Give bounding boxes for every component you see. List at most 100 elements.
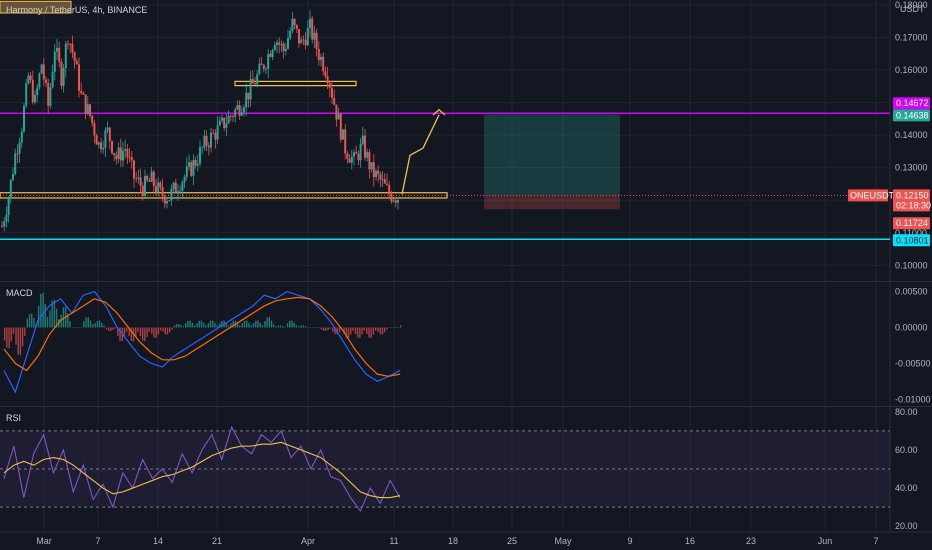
candle-body	[29, 75, 32, 80]
price-tick-label: 0.14000	[895, 130, 928, 140]
candle-body	[315, 32, 318, 49]
candle-body	[80, 90, 83, 93]
candle-body	[16, 153, 19, 155]
candle-body	[150, 171, 153, 182]
candle-body	[234, 109, 237, 117]
macd-histogram-bar	[205, 325, 207, 328]
macd-histogram-bar	[10, 327, 12, 342]
candle-body	[155, 186, 157, 193]
candle-body	[91, 115, 94, 124]
macd-histogram-bar	[257, 320, 259, 328]
candle-body	[5, 214, 8, 222]
candle-body	[122, 150, 124, 161]
macd-histogram-bar	[377, 327, 379, 332]
macd-histogram-bar	[241, 323, 243, 328]
candle-body	[390, 194, 393, 202]
candle-body	[75, 60, 78, 65]
macd-histogram-bar	[60, 314, 62, 328]
candle-body	[166, 201, 168, 204]
price-badge-bg	[893, 109, 930, 122]
rsi-tick-label: 60.00	[895, 445, 918, 455]
macd-histogram-bar	[21, 327, 24, 347]
candle-body	[139, 177, 142, 186]
macd-histogram-bar	[55, 308, 58, 328]
macd-histogram-bar	[62, 307, 65, 328]
candle-body	[375, 170, 377, 177]
macd-histogram-bar	[354, 327, 357, 334]
candle-body	[135, 178, 138, 180]
macd-histogram-bar	[207, 323, 210, 328]
rsi-tick-label: 20.00	[895, 521, 918, 531]
candle-body	[366, 152, 369, 158]
macd-histogram-bar	[98, 320, 101, 328]
macd-histogram-bar	[284, 326, 286, 328]
cyan-level-badge-bg	[893, 234, 930, 247]
macd-histogram-bar	[293, 322, 295, 328]
candle-body	[265, 68, 267, 70]
rsi-pane[interactable]: RSI	[0, 413, 890, 513]
macd-pane[interactable]: MACD	[3, 288, 402, 394]
macd-histogram-bar	[361, 327, 363, 335]
candle-body	[337, 114, 340, 120]
macd-histogram-bar	[386, 327, 388, 330]
price-pane[interactable]	[0, 0, 890, 241]
macd-histogram-bar	[230, 323, 232, 328]
macd-histogram-bar	[78, 327, 80, 328]
candle-body	[51, 71, 54, 88]
macd-histogram-bar	[393, 327, 395, 328]
macd-histogram-bar	[89, 320, 92, 328]
candle-body	[168, 200, 171, 202]
macd-histogram-bar	[193, 325, 196, 328]
macd-histogram-bar	[363, 327, 365, 331]
macd-histogram-bar	[279, 325, 282, 328]
macd-tick-label: 0.00500	[895, 287, 928, 297]
candle-body	[298, 29, 300, 44]
macd-histogram-bar	[112, 327, 114, 330]
macd-histogram-bar	[178, 324, 180, 328]
candle-body	[108, 127, 111, 142]
macd-histogram-bar	[334, 327, 336, 335]
macd-histogram-bar	[390, 327, 393, 328]
candle-body	[245, 92, 248, 108]
macd-histogram-bar	[141, 327, 144, 341]
magenta-level-badge: 0.14672	[896, 98, 929, 108]
candle-body	[333, 97, 336, 105]
candle-body	[199, 147, 201, 164]
macd-histogram-bar	[80, 327, 83, 328]
macd-histogram-bar	[31, 313, 33, 328]
candle-body	[192, 160, 195, 176]
macd-histogram-bar	[327, 327, 329, 330]
macd-histogram-bar	[46, 316, 49, 328]
macd-histogram-bar	[51, 300, 53, 328]
macd-histogram-bar	[180, 325, 182, 328]
candle-body	[58, 47, 61, 62]
macd-histogram-bar	[366, 327, 368, 334]
time-axis[interactable]: Mar 7 14 21 Apr 11 18 25 May 9 16 23 Jun 7	[36, 536, 878, 546]
macd-title: MACD	[6, 288, 33, 298]
macd-histogram-bar	[218, 323, 221, 328]
candle-body	[320, 56, 322, 61]
price-axis[interactable]: 0.180000.170000.160000.150000.140000.130…	[848, 0, 931, 531]
macd-histogram-bar	[4, 327, 6, 341]
macd-histogram-bar	[187, 320, 189, 328]
candle-body	[276, 42, 278, 46]
macd-histogram-bar	[350, 327, 352, 335]
macd-histogram-bar	[306, 326, 309, 328]
macd-histogram-bar	[225, 322, 227, 328]
macd-histogram-bar	[153, 327, 155, 338]
macd-histogram-bar	[347, 327, 350, 338]
price-tick-label: 0.18000	[895, 0, 928, 10]
macd-histogram-bar	[162, 327, 164, 332]
macd-histogram-bar	[236, 322, 239, 328]
candle-body	[190, 162, 193, 176]
macd-histogram-bar	[67, 313, 69, 328]
candle-body	[144, 175, 146, 196]
macd-histogram-bar	[171, 327, 173, 330]
time-tick-label: Jun	[818, 536, 833, 546]
candle-body	[130, 157, 133, 161]
macd-histogram-bar	[383, 327, 386, 333]
macd-histogram-bar	[33, 318, 35, 328]
candle-body	[379, 174, 382, 180]
macd-tick-label: 0.00000	[895, 322, 928, 332]
